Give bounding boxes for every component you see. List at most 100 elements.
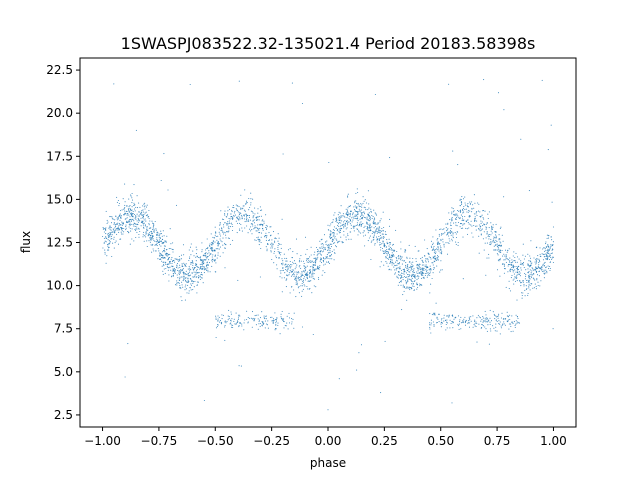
data-point (311, 272, 313, 274)
data-point (261, 321, 263, 323)
data-point (342, 213, 344, 215)
data-point (305, 267, 307, 269)
data-point (384, 231, 386, 233)
data-point (361, 206, 363, 208)
data-point (233, 212, 235, 214)
data-point (463, 223, 465, 225)
data-point (483, 231, 485, 233)
data-point (436, 257, 438, 259)
data-point (404, 266, 407, 268)
data-point (353, 206, 355, 208)
data-point (537, 281, 539, 283)
data-point (495, 235, 497, 237)
data-point (507, 321, 509, 323)
data-point (366, 228, 368, 230)
data-point (190, 289, 192, 291)
data-point (171, 248, 173, 250)
data-point (174, 258, 176, 260)
data-point (392, 244, 394, 246)
data-point (142, 217, 144, 219)
data-point (356, 222, 358, 224)
data-point (179, 272, 181, 274)
data-point (280, 251, 282, 254)
data-point (132, 210, 134, 213)
data-point (188, 271, 191, 273)
data-point (520, 285, 522, 287)
data-point (514, 269, 516, 271)
data-point (389, 157, 391, 159)
data-point (486, 321, 488, 323)
data-point (397, 277, 399, 279)
data-point (150, 234, 152, 236)
data-point (252, 212, 254, 214)
data-point (406, 299, 408, 301)
data-point (547, 256, 549, 258)
data-point (313, 254, 315, 256)
data-point (333, 259, 335, 261)
data-point (254, 317, 256, 320)
data-point (245, 200, 248, 202)
x-tick-label: −0.25 (253, 434, 290, 448)
data-point (136, 231, 138, 233)
data-point (368, 224, 370, 226)
data-point (195, 253, 197, 255)
data-point (293, 274, 295, 276)
data-point (518, 322, 521, 324)
data-point (159, 255, 161, 257)
data-point (228, 316, 230, 318)
data-point (462, 321, 464, 323)
data-point (162, 241, 164, 243)
data-point (331, 258, 333, 260)
data-point (406, 264, 408, 266)
data-point (413, 275, 415, 277)
data-point (362, 202, 364, 204)
data-point (148, 209, 150, 212)
data-point (395, 267, 397, 269)
data-point (105, 241, 107, 243)
data-point (547, 257, 549, 259)
data-point (316, 267, 319, 269)
data-point (350, 227, 352, 230)
data-point (400, 241, 402, 243)
data-point (411, 275, 413, 277)
data-point (434, 250, 436, 252)
data-point (133, 208, 136, 210)
data-point (339, 212, 341, 214)
data-point (279, 251, 281, 253)
data-point (467, 209, 469, 212)
data-point (144, 224, 146, 226)
data-point (246, 318, 248, 321)
data-point (478, 228, 480, 230)
data-point (298, 276, 300, 279)
data-point (369, 235, 371, 237)
data-point (524, 289, 526, 291)
data-point (549, 269, 551, 272)
data-point (515, 261, 517, 263)
data-point (298, 286, 300, 288)
data-point (322, 270, 324, 272)
data-point (419, 272, 421, 274)
data-point (507, 271, 509, 273)
data-point (122, 222, 124, 224)
data-point (188, 259, 190, 262)
data-point (481, 214, 483, 216)
data-point (531, 270, 533, 272)
data-point (443, 244, 445, 246)
data-point (471, 211, 473, 213)
data-point (243, 329, 245, 331)
data-point (238, 206, 240, 208)
data-point (149, 236, 151, 238)
data-point (550, 124, 552, 126)
data-point (461, 203, 463, 205)
data-point (366, 218, 368, 220)
data-point (518, 258, 520, 260)
data-point (121, 227, 124, 230)
data-point (164, 257, 166, 259)
data-point (534, 283, 536, 285)
data-point (391, 261, 393, 263)
data-point (408, 275, 410, 277)
data-point (296, 271, 298, 273)
data-point (419, 267, 421, 269)
data-point (317, 256, 319, 258)
data-point (448, 238, 450, 240)
